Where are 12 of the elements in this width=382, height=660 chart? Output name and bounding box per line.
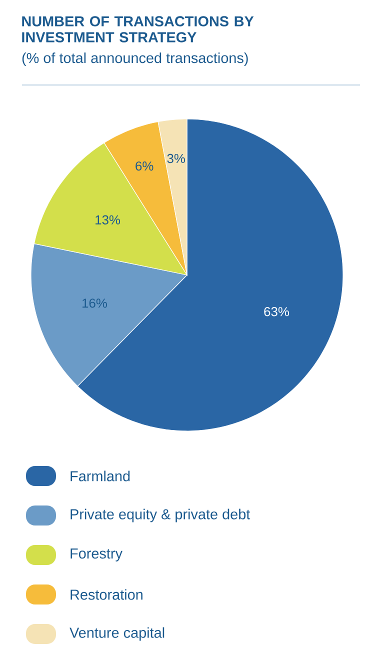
legend-label: Restoration [70,589,142,600]
data-label: 3% [167,154,185,164]
legend-label: Farmland [70,470,130,482]
data-label: 13% [96,215,120,224]
legend-label: Venture capital [70,627,164,641]
data-label: 63% [264,307,290,316]
data-label: 16% [82,298,107,308]
chart-title: NUMBER OF TRANSACTIONS BY INVESTMENT STRATEGY [22,16,254,42]
data-label: 6% [136,161,154,171]
legend-label: Private equity & private debt [70,508,250,522]
chart-subtitle: (% of total announced transactions) [22,52,248,66]
legend-label: Forestry [70,548,122,562]
